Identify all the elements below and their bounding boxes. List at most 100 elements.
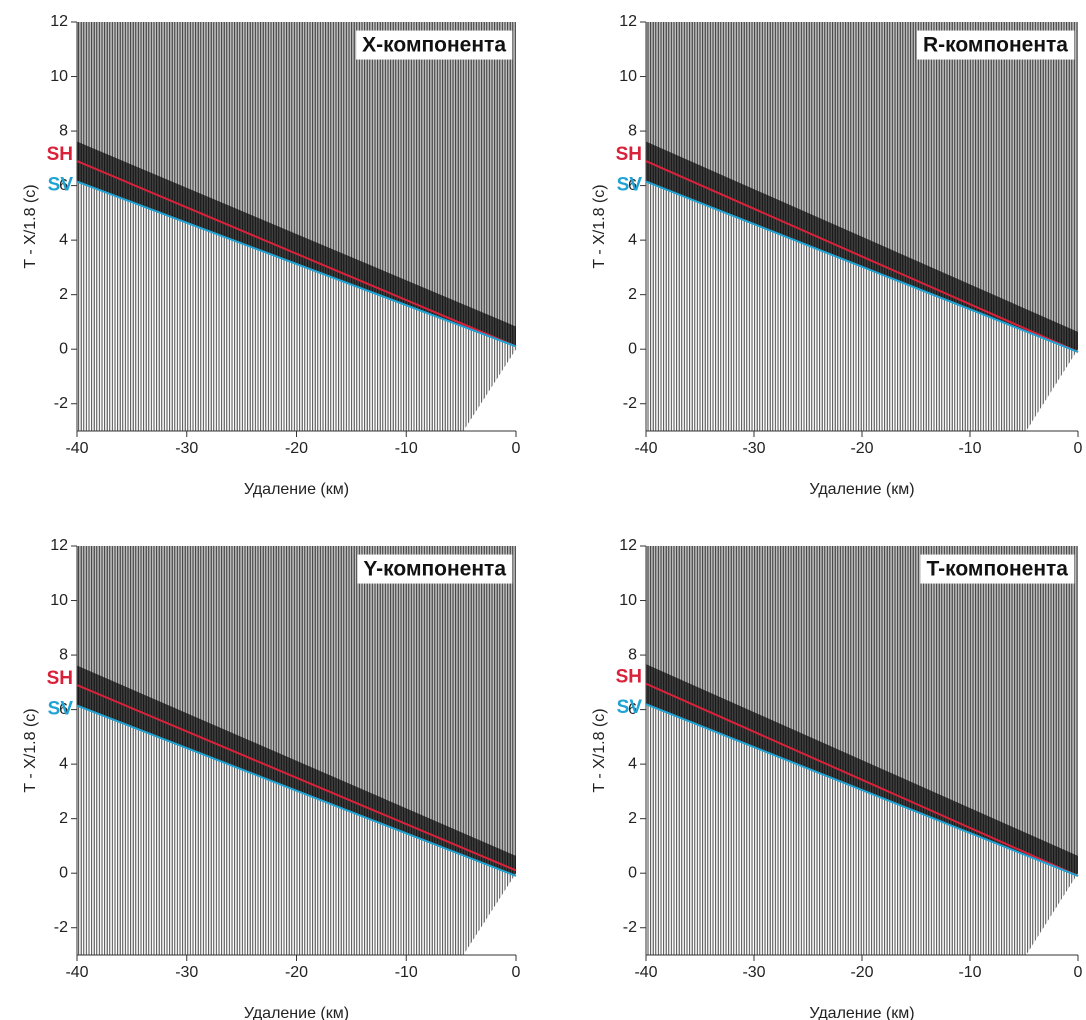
legend-label: SV [48,699,74,720]
wave-band [646,141,1078,352]
y-tick-label: 8 [59,646,68,663]
y-tick-label: 6 [628,701,637,718]
panel-title: X-компонента [362,34,506,57]
x-axis-label: Удаление (км) [809,1005,914,1020]
x-tick-label: -20 [285,964,308,981]
x-axis-label: Удаление (км) [244,481,349,498]
x-tick-label: -10 [395,964,418,981]
y-tick-label: 10 [619,68,637,85]
y-tick-label: 0 [628,340,637,357]
mute-zone [1026,349,1078,431]
mute-zone [463,873,516,955]
legend-label: SH [47,668,73,689]
x-tick-label: 0 [1074,440,1083,457]
legend-label: SV [48,175,74,196]
phase-line [76,684,517,872]
title-box [916,30,1075,60]
mute-zone [463,349,516,431]
x-tick-label: 0 [512,964,521,981]
y-tick-label: 6 [628,177,637,194]
y-tick-label: 6 [59,177,68,194]
y-tick-label: 2 [628,286,637,303]
phase-line [645,703,1079,877]
x-tick-label: -20 [850,964,873,981]
y-tick-label: 2 [628,810,637,827]
y-axis-label: T - X/1.8 (с) [22,184,39,268]
y-tick-label: -2 [54,395,68,412]
panel-title: R-компонента [923,34,1068,57]
y-tick-label: 12 [50,13,68,30]
y-tick-label: -2 [623,919,637,936]
phase-line [645,160,1079,353]
title-box [356,30,513,60]
phase-line [645,682,1079,877]
y-tick-label: 10 [619,592,637,609]
y-tick-label: 4 [628,755,637,772]
seismogram-background [77,22,516,431]
phase-line [76,180,517,348]
legend-label: SH [47,144,73,165]
legend-label: SH [616,667,642,688]
y-tick-label: 8 [59,122,68,139]
wave-band [646,664,1078,876]
x-tick-label: -10 [395,440,418,457]
x-tick-label: -40 [634,440,657,457]
legend-label: SH [616,144,642,165]
seismogram-background [77,546,516,955]
x-axis-label: Удаление (км) [244,1005,349,1020]
legend-label: SV [617,697,643,718]
x-tick-label: -10 [958,964,981,981]
y-tick-label: 8 [628,122,637,139]
x-tick-label: -30 [742,964,765,981]
x-tick-label: -20 [850,440,873,457]
legend-label: SV [617,175,643,196]
y-tick-label: 10 [50,592,68,609]
title-box [357,554,513,584]
title-box [920,554,1075,584]
scatter-noise [646,546,1078,856]
phase-line [76,160,517,348]
y-tick-label: 12 [619,537,637,554]
y-tick-label: 12 [50,537,68,554]
phase-line [645,180,1079,353]
y-tick-label: 10 [50,68,68,85]
y-tick-label: 0 [59,864,68,881]
scatter-noise [77,546,516,856]
panel-title: T-компонента [926,558,1068,581]
y-tick-label: 2 [59,286,68,303]
y-tick-label: 0 [59,340,68,357]
x-tick-label: -20 [285,440,308,457]
y-axis-label: T - X/1.8 (с) [591,184,608,268]
y-tick-label: 2 [59,810,68,827]
y-tick-label: 6 [59,701,68,718]
x-tick-label: -30 [742,440,765,457]
x-tick-label: -40 [65,440,88,457]
scatter-noise [77,22,516,327]
panel-title: Y-компонента [363,558,506,581]
y-tick-label: -2 [623,395,637,412]
y-tick-label: 4 [59,755,68,772]
y-tick-label: 4 [628,231,637,248]
y-axis-label: T - X/1.8 (с) [22,708,39,792]
x-tick-label: -10 [958,440,981,457]
seismogram-background [646,22,1078,431]
y-tick-label: 8 [628,646,637,663]
x-tick-label: -30 [175,964,198,981]
phase-line [76,704,517,877]
wave-band [77,141,516,347]
seismogram-background [646,546,1078,955]
y-tick-label: -2 [54,919,68,936]
x-axis-label: Удаление (км) [809,481,914,498]
y-tick-label: 12 [619,13,637,30]
x-tick-label: -40 [65,964,88,981]
x-tick-label: 0 [512,440,521,457]
mute-zone [1026,873,1078,955]
y-tick-label: 4 [59,231,68,248]
y-tick-label: 0 [628,864,637,881]
x-tick-label: -30 [175,440,198,457]
x-tick-label: -40 [634,964,657,981]
